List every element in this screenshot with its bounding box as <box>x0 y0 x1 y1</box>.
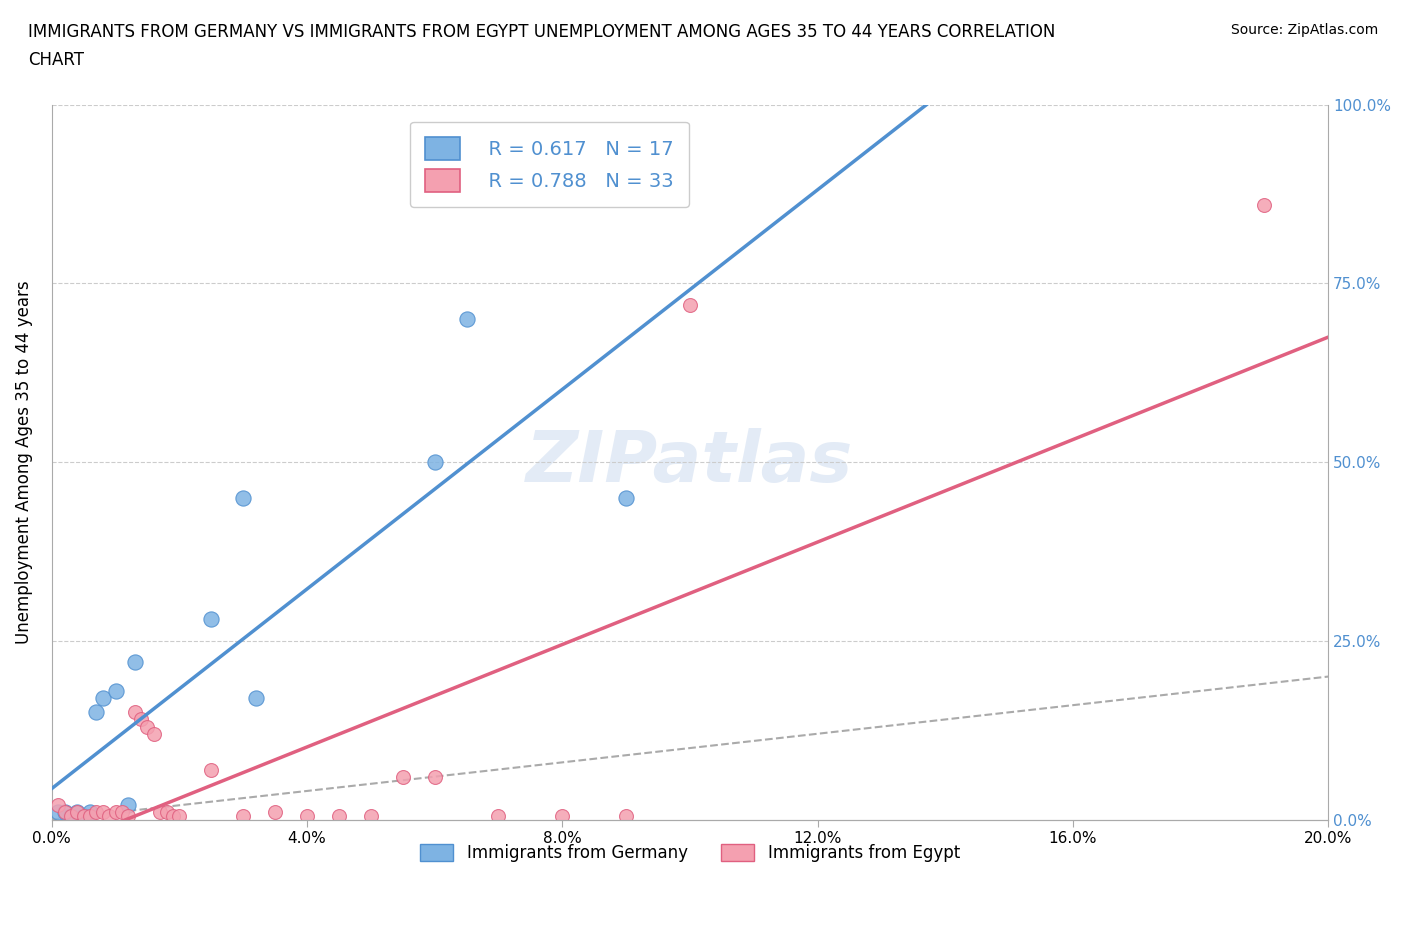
Point <box>53 805 76 820</box>
Point <box>104 684 127 698</box>
Point <box>391 769 413 784</box>
Point <box>264 805 287 820</box>
Point <box>129 712 152 727</box>
Point <box>551 808 574 823</box>
Point <box>200 762 222 777</box>
Point <box>162 808 184 823</box>
Point <box>91 691 114 706</box>
Point <box>456 312 478 326</box>
Point <box>86 705 108 720</box>
Point <box>73 808 96 823</box>
Text: Source: ZipAtlas.com: Source: ZipAtlas.com <box>1230 23 1378 37</box>
Point <box>423 455 446 470</box>
Point <box>232 808 254 823</box>
Point <box>104 805 127 820</box>
Point <box>124 705 146 720</box>
Text: ZIPatlas: ZIPatlas <box>526 428 853 497</box>
Point <box>149 805 172 820</box>
Point <box>295 808 318 823</box>
Point <box>111 805 134 820</box>
Point <box>360 808 382 823</box>
Point <box>136 719 159 734</box>
Point <box>59 808 82 823</box>
Point <box>117 798 139 813</box>
Point <box>232 490 254 505</box>
Point <box>91 805 114 820</box>
Point <box>200 612 222 627</box>
Point <box>488 808 510 823</box>
Point <box>245 691 267 706</box>
Point <box>156 805 179 820</box>
Point <box>614 808 637 823</box>
Point <box>59 808 82 823</box>
Point <box>169 808 191 823</box>
Point <box>46 805 69 820</box>
Point <box>73 808 96 823</box>
Point <box>679 298 702 312</box>
Point <box>86 805 108 820</box>
Text: IMMIGRANTS FROM GERMANY VS IMMIGRANTS FROM EGYPT UNEMPLOYMENT AMONG AGES 35 TO 4: IMMIGRANTS FROM GERMANY VS IMMIGRANTS FR… <box>28 23 1056 41</box>
Y-axis label: Unemployment Among Ages 35 to 44 years: Unemployment Among Ages 35 to 44 years <box>15 280 32 644</box>
Point <box>328 808 350 823</box>
Point <box>1253 197 1275 212</box>
Point <box>142 726 165 741</box>
Point <box>98 808 121 823</box>
Point <box>46 798 69 813</box>
Point <box>79 805 101 820</box>
Point <box>117 808 139 823</box>
Point <box>66 805 89 820</box>
Point <box>124 655 146 670</box>
Text: CHART: CHART <box>28 51 84 69</box>
Point <box>79 808 101 823</box>
Legend: Immigrants from Germany, Immigrants from Egypt: Immigrants from Germany, Immigrants from… <box>413 837 966 869</box>
Point <box>423 769 446 784</box>
Point <box>614 490 637 505</box>
Point <box>66 805 89 820</box>
Point <box>53 805 76 820</box>
